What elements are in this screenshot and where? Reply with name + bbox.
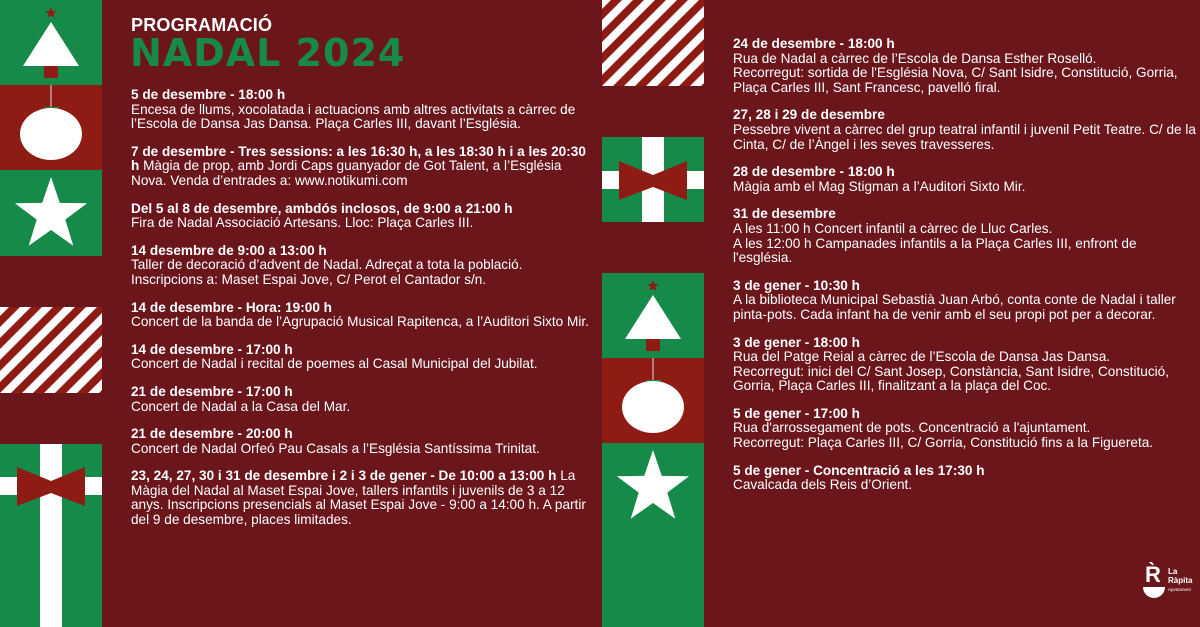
christmas-tree-icon (0, 0, 102, 85)
christmas-tree-icon (602, 273, 704, 358)
event-item: 28 de desembre - 18:00 h Màgia amb el Mag… (733, 165, 1199, 194)
page-title: NADAL 2024 (130, 31, 406, 75)
event-date: 28 de desembre - 18:00 h (733, 164, 895, 180)
logo-name: La Ràpita (1168, 567, 1192, 585)
event-date: 27, 28 i 29 de desembre (733, 107, 885, 123)
event-date: Del 5 al 8 de desembre, ambdós inclosos,… (131, 200, 513, 216)
event-item: 5 de desembre - 18:00 h Encesa de llums, … (131, 87, 593, 132)
event-item: 5 de gener - 17:00 h Rua d'arrossegament … (733, 405, 1199, 451)
event-item: 14 desembre de 9:00 a 13:00 h Taller de d… (131, 242, 593, 288)
event-date: 7 de desembre - Tres sessions: a les 16:… (131, 143, 586, 174)
event-item: 14 de desembre - Hora: 19:00 h Concert de… (131, 299, 593, 330)
event-description: Taller de decoració d’advent de Nadal. A… (131, 257, 523, 287)
event-date: 3 de gener - 10:30 h (733, 277, 860, 293)
event-date: 5 de gener - Concentració a les 17:30 h (733, 462, 985, 478)
event-item: 21 de desembre - 17:00 h Concert de Nadal… (131, 383, 593, 414)
ornament-ball-icon (602, 358, 704, 443)
event-item: 7 de desembre - Tres sessions: a les 16:… (131, 143, 593, 189)
event-date: 14 desembre de 9:00 a 13:00 h (131, 242, 327, 258)
event-item: 27, 28 i 29 de desembre Pessebre vivent a… (733, 108, 1199, 152)
event-date: 31 de desembre (733, 206, 836, 222)
logo-name-line2: Ràpita (1168, 576, 1193, 585)
event-date: 5 de desembre - 18:00 h (131, 87, 286, 102)
event-date: 14 de desembre - 17:00 h (131, 341, 293, 357)
candy-stripes-tile (602, 0, 704, 86)
decoration-column-middle (602, 0, 704, 627)
event-item: 24 de desembre - 18:00 h Rua de Nadal a c… (733, 36, 1199, 95)
logo-mark: R̀ (1145, 562, 1161, 587)
event-date: 3 de gener - 18:00 h (733, 334, 860, 350)
event-description: Rua del Patge Reial a càrrec de l’Escola… (733, 349, 1169, 394)
event-description: Rua de Nadal a càrrec de l’Escola de Dan… (733, 50, 1178, 95)
la-rapita-logo: R̀ La Ràpita Ajuntament (1143, 562, 1200, 603)
event-description: Encesa de llums, xocolatada i actuacions… (131, 101, 576, 132)
star-icon (0, 170, 102, 256)
event-item: 21 de desembre - 20:00 h Concert de Nadal… (131, 426, 593, 456)
subtitle: PROGRAMACIÓ (131, 15, 273, 35)
event-date: 24 de desembre - 18:00 h (733, 36, 895, 51)
event-date: 14 de desembre - Hora: 19:00 h (131, 299, 332, 315)
event-item: 23, 24, 27, 30 i 31 de desembre i 2 i 3 … (131, 468, 593, 528)
logo-subtitle: Ajuntament (1168, 587, 1191, 592)
event-date: 21 de desembre - 20:00 h (131, 426, 293, 442)
ornament-ball-icon (0, 85, 102, 170)
event-description: Concert de Nadal Orfeó Pau Casals a l’Es… (131, 440, 540, 456)
event-description: Màgia de prop, amb Jordi Caps guanyador … (131, 158, 562, 188)
logo-bowl-icon (1143, 587, 1165, 598)
event-date: 21 de desembre - 17:00 h (131, 383, 293, 399)
event-description: Concert de Nadal i recital de poemes al … (131, 356, 538, 372)
event-description: A les 11:00 h Concert infantil a càrrec … (733, 220, 1137, 266)
events-list-left: 5 de desembre - 18:00 h Encesa de llums, … (131, 87, 593, 541)
event-description: Pessebre vivent a càrrec del grup teatra… (733, 121, 1196, 152)
event-description: Concert de la banda de l’Agrupació Music… (131, 314, 589, 330)
gift-box-icon (602, 137, 704, 222)
candy-stripes-tile (0, 307, 102, 393)
star-icon (602, 443, 704, 627)
event-description: Màgia amb el Mag Stigman a l’Auditori Si… (733, 178, 1026, 194)
decoration-column-left (0, 0, 102, 627)
event-item: 14 de desembre - 17:00 h Concert de Nadal… (131, 341, 593, 372)
event-date: 23, 24, 27, 30 i 31 de desembre i 2 i 3 … (131, 468, 557, 484)
event-item: 31 de desembre A les 11:00 h Concert infa… (733, 207, 1199, 265)
event-description: La Màgia del Nadal al Maset Espai Jove, … (131, 468, 586, 528)
event-description: Cavalcada dels Reis d’Orient. (733, 477, 913, 493)
events-list-right: 24 de desembre - 18:00 h Rua de Nadal a c… (733, 36, 1199, 506)
gift-box-icon (0, 444, 102, 627)
event-item: Del 5 al 8 de desembre, ambdós inclosos,… (131, 200, 593, 231)
event-description: Rua d'arrossegament de pots. Concentraci… (733, 420, 1154, 451)
event-description: A la biblioteca Municipal Sebastià Juan … (733, 292, 1176, 322)
logo-name-line1: La (1168, 567, 1178, 576)
event-item: 3 de gener - 18:00 h Rua del Patge Reial … (733, 334, 1199, 394)
event-description: Fira de Nadal Associació Artesans. Lloc:… (131, 215, 474, 231)
event-date: 5 de gener - 17:00 h (733, 405, 860, 421)
event-description: Concert de Nadal a la Casa del Mar. (131, 398, 351, 414)
